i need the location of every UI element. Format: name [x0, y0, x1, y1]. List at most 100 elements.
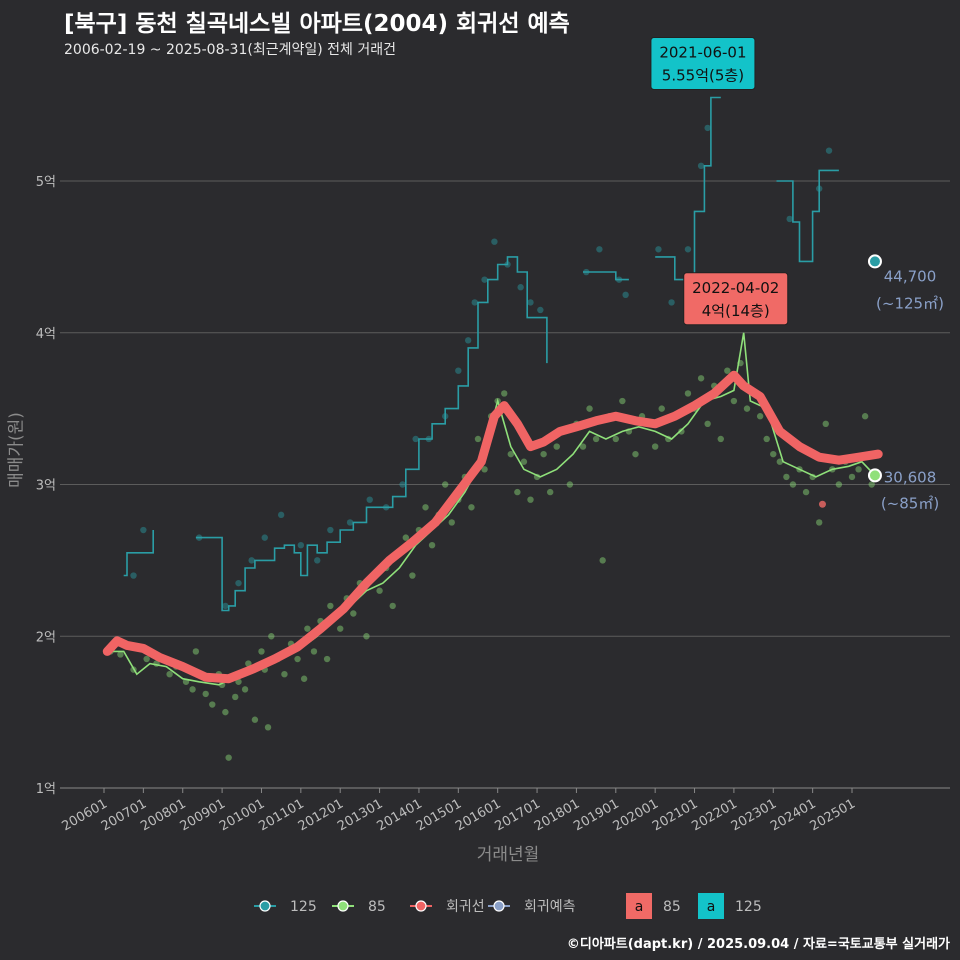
x-axis: 2006012007012008012009012010012011012012… [60, 788, 858, 834]
s85-transaction-point [783, 473, 790, 481]
s85-transaction-point [776, 458, 784, 465]
s85-transaction-point [540, 450, 547, 458]
s85-transaction-point [474, 435, 482, 443]
forecast-value-label: 44,700 [884, 267, 937, 285]
s85-transaction-point [697, 375, 705, 382]
legend-glyph-anno85: a [635, 899, 644, 915]
s85-transaction-point [822, 420, 829, 427]
s85-transaction-point [658, 405, 665, 412]
s85-transaction-point [514, 488, 521, 496]
forecast-area-label: (~125㎡) [876, 294, 944, 312]
legend-label-s125: 125 [290, 899, 317, 915]
s125-transaction-point [297, 542, 305, 549]
s85-transaction-point [337, 625, 344, 632]
s85-transaction-point [166, 670, 173, 678]
legend-label-anno85: 85 [663, 899, 681, 915]
annotation-box-anno85 [683, 272, 789, 326]
y-tick-label: 4억 [36, 327, 56, 342]
s85-transaction-point [520, 458, 528, 465]
s85-transaction-point [855, 466, 862, 473]
s85-transaction-point [579, 443, 587, 450]
s85-transaction-point [592, 435, 600, 443]
legend-dot-s85 [337, 900, 349, 912]
s125-transaction-point [140, 526, 147, 534]
x-tick-label: 202501 [808, 796, 858, 834]
s85-transaction-point [363, 633, 370, 640]
s85-transaction-point [527, 496, 534, 503]
s85-transaction-point [281, 670, 288, 678]
s85-transaction-point [189, 686, 196, 693]
y-axis: 1억 2억 3억 4억 5억 [36, 175, 56, 797]
s125-transaction-point [517, 284, 524, 291]
s85-transaction-point [546, 488, 554, 496]
s85-transaction-point [586, 405, 593, 412]
series-125-line [123, 96, 839, 612]
s85-transaction-point [507, 450, 515, 458]
s85-transaction-point [251, 716, 259, 723]
annotation-layer: 44,700 (~125㎡) 30,608 (~85㎡) 2021-06-01 5.55억… [650, 37, 944, 512]
legend-label-s85: 85 [368, 899, 386, 915]
s85-transaction-point [264, 724, 272, 731]
s85-transaction-point [310, 648, 318, 655]
forecast-area-label: (~85㎡) [881, 494, 939, 512]
s85-transaction-point [192, 648, 200, 655]
legend-label-regression: 회귀선 [446, 899, 485, 915]
legend-glyph-anno125: a [707, 899, 716, 915]
s85-transaction-point [428, 542, 436, 549]
s125-transaction-point [235, 579, 242, 587]
s125-transaction-point [455, 367, 462, 374]
s85-transaction-point [268, 633, 275, 640]
y-axis-title: 매매가(원) [2, 412, 27, 488]
s125-transaction-point [366, 496, 373, 503]
s85-transaction-point [632, 450, 639, 458]
forecast-value-label: 30,608 [884, 468, 937, 486]
s85-transaction-point [861, 413, 869, 420]
s85-transaction-point [501, 390, 508, 397]
s85-transaction-point [402, 534, 410, 541]
s125-transaction-point [412, 435, 419, 443]
s85-transaction-point [756, 413, 764, 420]
s85-transaction-point [350, 610, 357, 617]
legend-dot-regression [415, 900, 427, 912]
s85-transaction-point [225, 754, 232, 761]
s85-transaction-point [304, 625, 311, 632]
s85-transaction-point [294, 655, 301, 663]
s85-transaction-point [704, 420, 711, 427]
legend-dot-s125 [259, 900, 271, 912]
s85-transaction-point [763, 435, 770, 443]
s85-transaction-point [848, 473, 856, 481]
s125-transaction-point [327, 526, 334, 534]
annotation-box-anno125 [650, 37, 756, 91]
page-subtitle: 2006-02-19 ~ 2025-08-31(최근계약일) 전체 거래건 [64, 42, 396, 58]
s125-transaction-point [314, 557, 321, 564]
regression-line [102, 370, 883, 684]
outlier-point [818, 500, 826, 508]
s85-transaction-point [717, 435, 724, 443]
series-85-line [107, 332, 876, 686]
s125-transaction-point [130, 572, 137, 579]
s85-transaction-point [117, 651, 124, 658]
s85-transaction-point [422, 504, 429, 511]
legend-label-anno125: 125 [735, 899, 762, 915]
s125-transaction-point [399, 481, 406, 488]
page-title: [북구] 동천 칠곡네스빌 아파트(2004) 회귀선 예측 [64, 11, 570, 37]
s125-transaction-point [261, 534, 268, 541]
s125-transaction-point [537, 306, 544, 314]
legend-swatch-anno85 [626, 893, 652, 919]
s85-transaction-point [222, 708, 229, 716]
s85-transaction-point [209, 701, 216, 708]
s85-transaction-point [724, 367, 731, 374]
s125-transaction-point [697, 162, 705, 170]
footer-credit: ©디아파트(dapt.kr) / 2025.09.04 / 자료=국토교통부 실… [566, 937, 950, 952]
s85-transaction-point [245, 660, 252, 667]
s85-transaction-point [770, 450, 777, 458]
s85-transaction-point [678, 428, 685, 435]
s125-transaction-point [464, 337, 472, 344]
s125-transaction-point [622, 291, 629, 299]
s85-transaction-point [448, 519, 455, 526]
y-tick-label: 2억 [36, 630, 56, 645]
forecast-point-s85 [867, 468, 882, 483]
s85-transaction-point [143, 655, 150, 663]
s125-transaction-point [655, 246, 662, 253]
